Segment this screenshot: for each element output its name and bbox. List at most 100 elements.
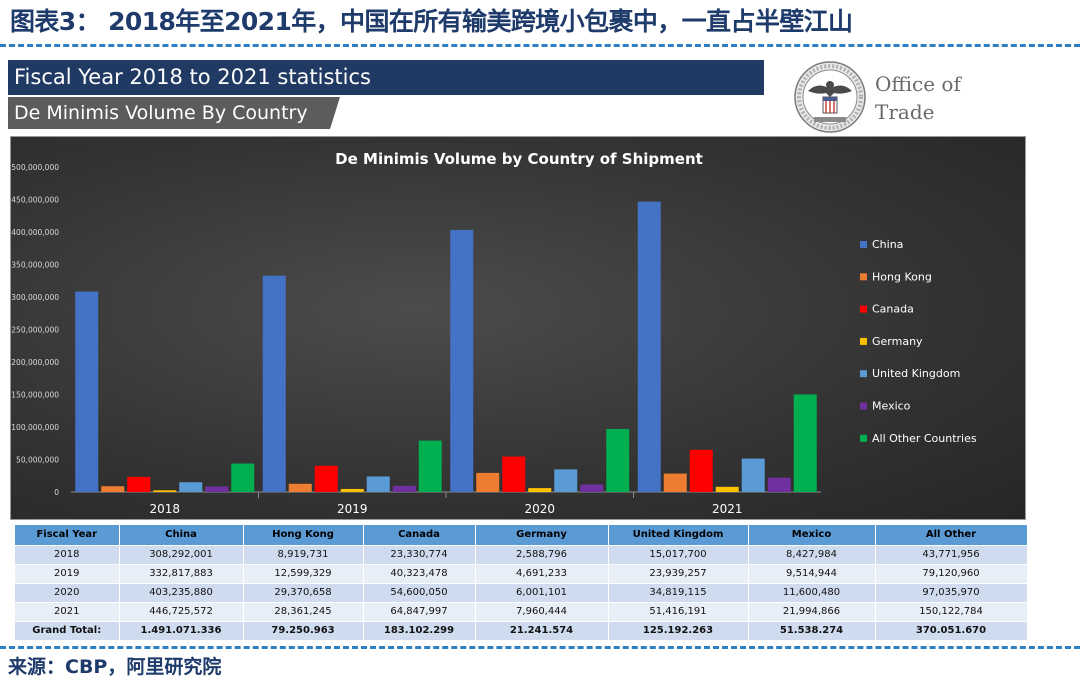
col-header-hong-kong: Hong Kong — [243, 525, 364, 545]
legend-label: United Kingdom — [872, 367, 960, 380]
table-cell: 12,599,329 — [243, 563, 364, 583]
y-tick-label: 500,000,000 — [11, 163, 59, 172]
bar-canada-2021 — [689, 449, 713, 492]
table-cell: 28,361,245 — [243, 601, 364, 621]
x-category-label: 2021 — [712, 502, 743, 516]
legend-swatch — [860, 337, 867, 345]
table-cell: 4,691,233 — [475, 563, 609, 583]
table-cell: 79.250.963 — [243, 620, 364, 640]
table-cell: 2020 — [15, 582, 120, 602]
col-header-mexico: Mexico — [748, 525, 876, 545]
table-cell: 125.192.263 — [608, 620, 749, 640]
y-tick-label: 50,000,000 — [16, 456, 59, 465]
table-header-row: Fiscal Year China Hong Kong Canada Germa… — [15, 525, 1028, 545]
table-cell: 54,600,050 — [363, 582, 476, 602]
col-header-united-kingdom: United Kingdom — [608, 525, 749, 545]
table-cell: 2,588,796 — [475, 544, 609, 564]
table-cell: 11,600,480 — [748, 582, 876, 602]
table-cell: 183.102.299 — [363, 620, 476, 640]
table-cell: 1.491.071.336 — [119, 620, 244, 640]
bar-hong-kong-2020 — [476, 472, 500, 492]
volume-data-table: Fiscal Year China Hong Kong Canada Germa… — [15, 525, 1028, 640]
bar-china-2019 — [262, 275, 286, 492]
table-cell: 43,771,956 — [875, 544, 1028, 564]
bar-united-kingdom-2018 — [179, 482, 203, 492]
bar-all-other-countries-2021 — [793, 394, 817, 492]
table-cell: 15,017,700 — [608, 544, 749, 564]
logo-line-2: Trade — [875, 100, 935, 124]
bar-mexico-2021 — [767, 477, 791, 492]
legend-swatch — [860, 273, 867, 281]
bar-united-kingdom-2021 — [741, 458, 765, 492]
table-cell: 8,427,984 — [748, 544, 876, 564]
bar-chart: De Minimis Volume by Country of Shipment… — [11, 150, 977, 516]
bar-germany-2020 — [528, 488, 552, 492]
legend-label: Hong Kong — [872, 270, 932, 283]
table-cell: 51,416,191 — [608, 601, 749, 621]
table-cell: 2018 — [15, 544, 120, 564]
office-of-trade-logo: Office of Trade — [875, 70, 1035, 126]
legend-label: Canada — [872, 303, 914, 316]
bar-china-2021 — [637, 201, 661, 492]
table-cell: 21,994,866 — [748, 601, 876, 621]
legend-swatch — [860, 402, 867, 410]
bar-canada-2020 — [502, 456, 526, 492]
table-total-row: Grand Total: 1.491.071.336 79.250.963 18… — [15, 620, 1028, 640]
table-cell: 370.051.670 — [875, 620, 1028, 640]
table-cell: 332,817,883 — [119, 563, 244, 583]
bar-all-other-countries-2019 — [418, 440, 442, 492]
legend-swatch — [860, 241, 867, 248]
table-cell: 40,323,478 — [363, 563, 476, 583]
table-cell: 64,847,997 — [363, 601, 476, 621]
table-cell: 446,725,572 — [119, 601, 244, 621]
bar-united-kingdom-2019 — [366, 476, 390, 492]
table-cell: 2021 — [15, 601, 120, 621]
y-tick-label: 100,000,000 — [11, 423, 59, 432]
legend-swatch — [860, 434, 867, 442]
table-cell: 23,939,257 — [608, 563, 749, 583]
table-cell: Grand Total: — [15, 620, 120, 640]
bar-canada-2019 — [314, 465, 338, 492]
bottom-dashed-divider — [0, 646, 1080, 649]
bar-germany-2021 — [715, 486, 739, 492]
table-cell: 51.538.274 — [748, 620, 876, 640]
table-cell: 150,122,784 — [875, 601, 1028, 621]
table-cell: 7,960,444 — [475, 601, 609, 621]
table-cell: 34,819,115 — [608, 582, 749, 602]
table-cell: 29,370,658 — [243, 582, 364, 602]
table-cell: 79,120,960 — [875, 563, 1028, 583]
bar-china-2020 — [450, 229, 474, 492]
volume-subtitle-banner: De Minimis Volume By Country — [8, 97, 330, 129]
col-header-canada: Canada — [363, 525, 476, 545]
table-row: 2019 332,817,883 12,599,329 40,323,478 4… — [15, 563, 1028, 583]
bar-hong-kong-2021 — [663, 473, 687, 492]
y-tick-label: 450,000,000 — [11, 196, 59, 205]
subtitle-banner-tail — [330, 97, 340, 129]
table-cell: 308,292,001 — [119, 544, 244, 564]
y-tick-label: 200,000,000 — [11, 358, 59, 367]
logo-line-1: Office of — [875, 72, 961, 96]
col-header-china: China — [119, 525, 244, 545]
col-header-all-other: All Other — [875, 525, 1028, 545]
table-cell: 21.241.574 — [475, 620, 609, 640]
bar-hong-kong-2018 — [101, 486, 125, 492]
table-cell: 23,330,774 — [363, 544, 476, 564]
bar-china-2018 — [75, 291, 99, 492]
bar-mexico-2018 — [205, 486, 229, 492]
cbp-seal-icon — [794, 61, 866, 133]
bar-all-other-countries-2020 — [606, 428, 630, 492]
bar-germany-2019 — [340, 488, 364, 492]
table-row: 2018 308,292,001 8,919,731 23,330,774 2,… — [15, 544, 1028, 564]
table-cell: 8,919,731 — [243, 544, 364, 564]
table-cell: 9,514,944 — [748, 563, 876, 583]
legend-label: Mexico — [872, 400, 911, 413]
table-cell: 403,235,880 — [119, 582, 244, 602]
table-cell: 2019 — [15, 563, 120, 583]
y-tick-label: 350,000,000 — [11, 261, 59, 270]
chart-title: De Minimis Volume by Country of Shipment — [335, 150, 703, 168]
top-dashed-divider — [0, 44, 1080, 47]
bar-chart-panel: De Minimis Volume by Country of Shipment… — [10, 136, 1026, 520]
x-category-label: 2019 — [337, 502, 368, 516]
fiscal-year-banner: Fiscal Year 2018 to 2021 statistics — [8, 60, 764, 95]
x-category-label: 2020 — [524, 502, 555, 516]
